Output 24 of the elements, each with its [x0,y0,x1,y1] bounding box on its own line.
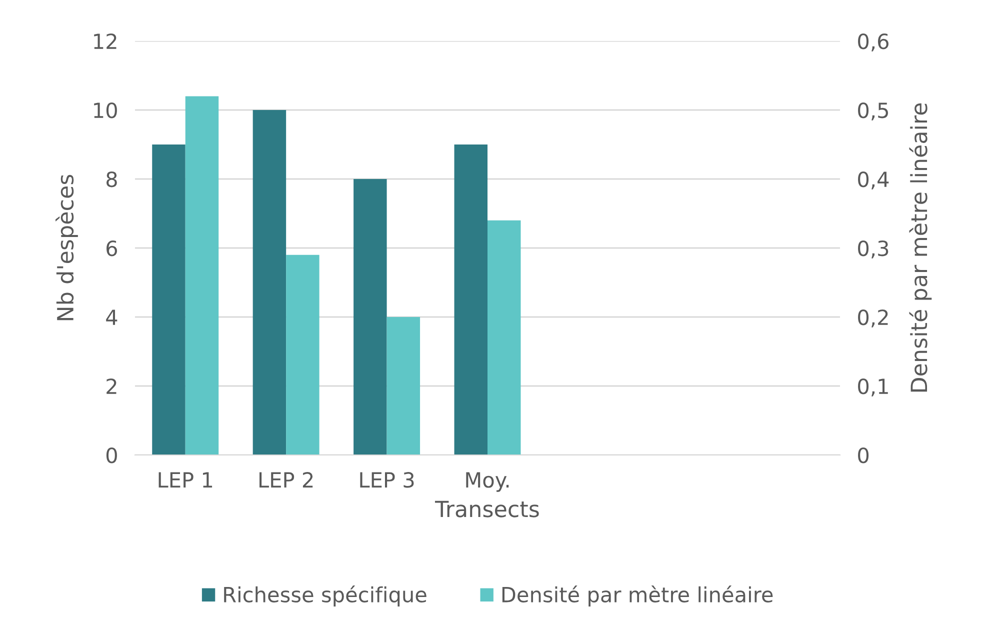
y2-tick-label: 0,2 [858,309,888,328]
x-tick-label: LEP 1 [158,472,212,488]
y-tick-label: 6 [106,240,118,256]
y-tick-label: 0 [106,447,117,464]
y-tick-label: 10 [94,102,117,118]
y2-tick-label: 0,3 [858,240,888,258]
x-tick-label: LEP 3 [360,472,414,488]
legend-label: Richesse spécifique [224,586,426,607]
y2-tick-label: 0,6 [858,33,888,52]
y2-axis-title: Densité par mètre linéaire [909,103,932,392]
x-axis-title: Transects [434,500,539,518]
y2-tick-label: 0,1 [858,378,888,396]
x-tick-label: Moy. [466,472,509,492]
legend-label: Densité par mètre linéaire [502,586,773,607]
y-tick-label: 2 [106,378,116,394]
y2-tick-label: 0,5 [858,102,888,120]
y2-tick-label: 0 [858,447,869,464]
y-tick-label: 4 [106,310,118,325]
y-tick-label: 8 [106,171,117,188]
y-tick-label: 12 [94,33,116,49]
bar [354,179,387,455]
x-tick-label: LEP 2 [260,472,313,488]
y-axis-title: Nb d'espèces [56,174,78,320]
y2-tick-label: 0,4 [858,171,889,190]
